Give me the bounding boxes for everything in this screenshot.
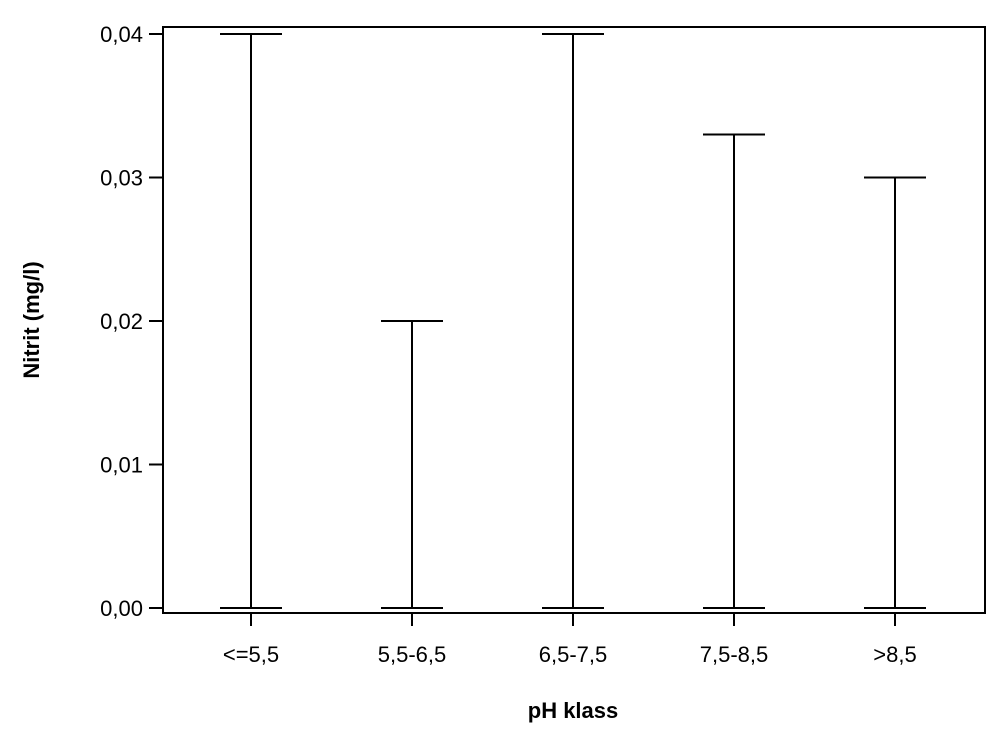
y-tick-label: 0,02 [100,309,143,334]
x-axis: <=5,5 5,5-6,5 6,5-7,5 7,5-8,5 >8,5 [223,613,917,667]
y-tick-label: 0,00 [100,596,143,621]
y-axis-title: Nitrit (mg/l) [19,261,44,378]
x-tick-label: <=5,5 [223,642,279,667]
y-tick-label: 0,01 [100,453,143,478]
y-axis: 0,00 0,01 0,02 0,03 0,04 [100,22,163,621]
x-tick-label: 6,5-7,5 [539,642,608,667]
x-tick-label: 5,5-6,5 [378,642,447,667]
x-axis-title: pH klass [528,698,619,723]
y-tick-label: 0,04 [100,22,143,47]
y-tick-label: 0,03 [100,166,143,191]
x-tick-label: >8,5 [873,642,916,667]
range-marks [220,33,926,609]
x-tick-label: 7,5-8,5 [700,642,769,667]
